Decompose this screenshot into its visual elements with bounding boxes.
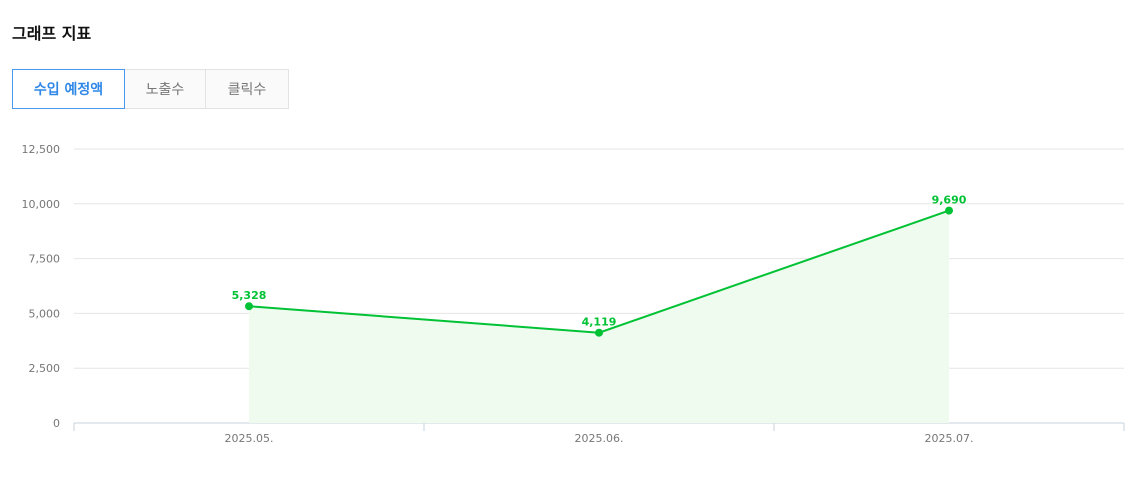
metric-tabs: 수입 예정액 노출수 클릭수	[12, 69, 289, 109]
data-point	[595, 328, 603, 337]
tab-impressions[interactable]: 노출수	[124, 69, 206, 109]
data-point	[945, 206, 953, 215]
line-chart: 0 2,500 5,000 7,500 10,000 12,500 2025.05. 2025…	[22, 143, 1125, 445]
data-label: 4,119	[582, 316, 617, 329]
tab-clicks[interactable]: 클릭수	[205, 69, 289, 109]
y-tick-label: 7,500	[29, 253, 61, 266]
series-area	[249, 210, 949, 423]
data-label: 9,690	[932, 194, 967, 207]
data-label: 5,328	[232, 289, 267, 302]
page-title: 그래프 지표	[12, 24, 92, 43]
y-tick-label: 5,000	[29, 307, 61, 320]
y-tick-label: 0	[53, 417, 60, 430]
x-tick-label: 2025.06.	[575, 432, 624, 445]
data-point	[245, 302, 253, 311]
y-tick-label: 2,500	[29, 362, 61, 375]
x-tick-label: 2025.05.	[225, 432, 274, 445]
y-tick-label: 12,500	[22, 143, 61, 156]
tab-expected-revenue[interactable]: 수입 예정액	[12, 69, 125, 109]
y-tick-label: 10,000	[22, 198, 61, 211]
x-tick-label: 2025.07.	[925, 432, 974, 445]
